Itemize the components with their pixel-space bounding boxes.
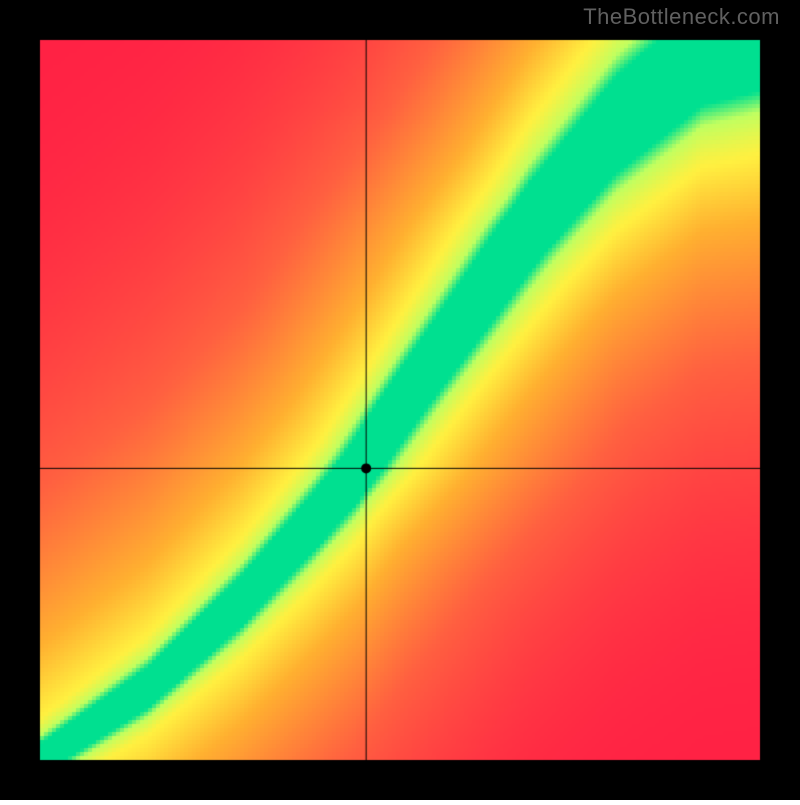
heatmap-canvas [0,0,800,800]
watermark-text: TheBottleneck.com [583,4,780,30]
heatmap-plot [0,0,800,805]
